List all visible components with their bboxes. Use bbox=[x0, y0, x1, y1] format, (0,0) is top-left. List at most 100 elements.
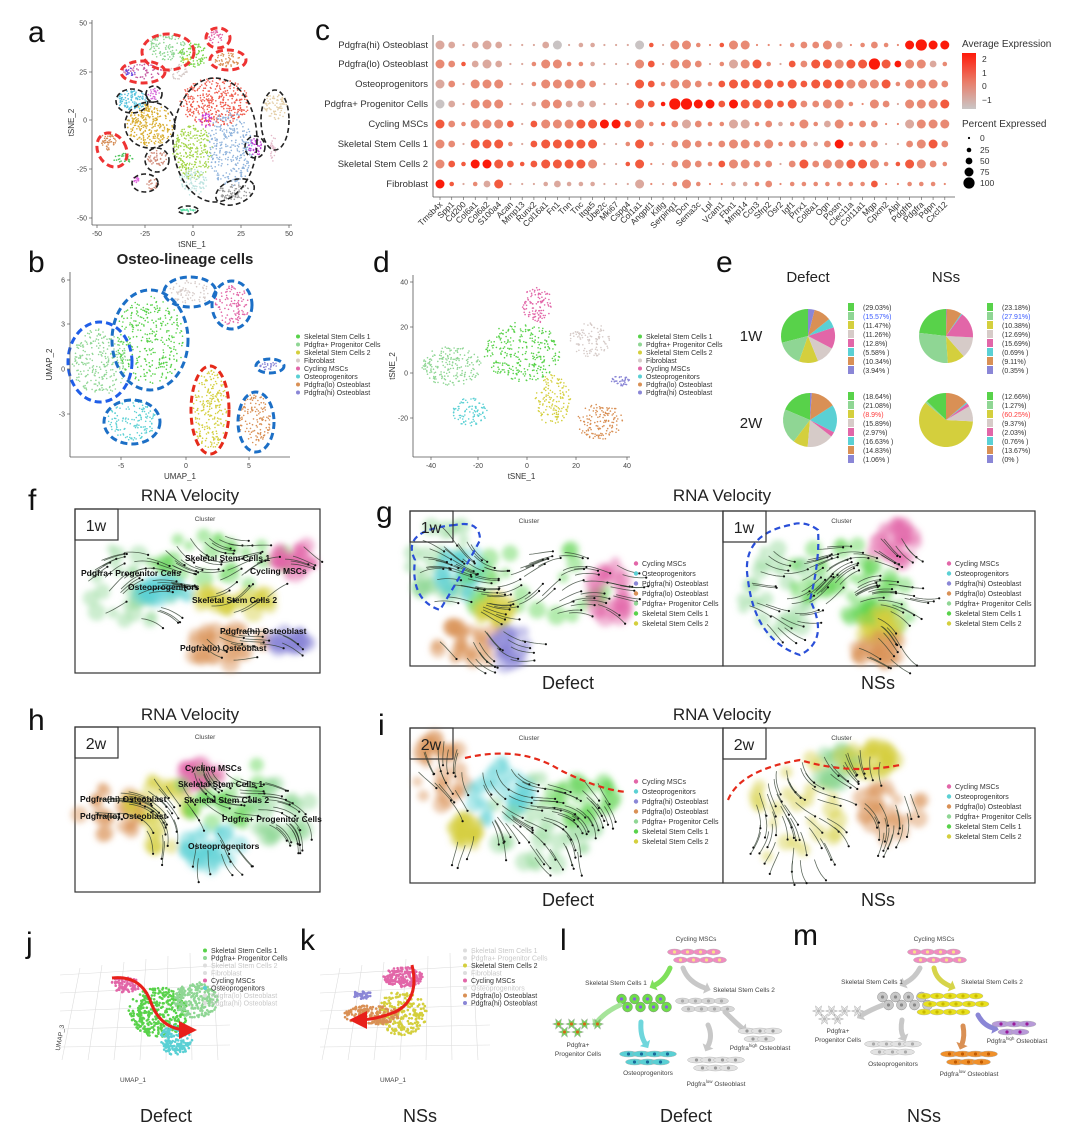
cell-point bbox=[166, 51, 169, 53]
panel-b-y-axis-label: UMAP_2 bbox=[45, 348, 54, 381]
cell-point bbox=[255, 435, 257, 437]
cell-point bbox=[578, 333, 581, 336]
cell-point bbox=[92, 368, 95, 371]
cell-point bbox=[181, 183, 183, 185]
panel-b-x-axis-label: UMAP_1 bbox=[164, 472, 197, 481]
cell-point bbox=[543, 304, 546, 306]
cell-point bbox=[496, 372, 499, 374]
cell-point bbox=[109, 389, 112, 392]
cell-point bbox=[215, 382, 218, 385]
cell-point bbox=[258, 403, 261, 406]
cell-point bbox=[217, 36, 220, 38]
cell-point bbox=[266, 97, 268, 100]
cell-point bbox=[187, 133, 189, 136]
cell-point bbox=[579, 419, 582, 422]
cell-point bbox=[509, 337, 512, 339]
cell-point bbox=[184, 71, 186, 73]
cell-point bbox=[457, 409, 459, 412]
cell-point bbox=[224, 158, 227, 160]
cell-point bbox=[467, 352, 469, 354]
cell-point bbox=[231, 95, 233, 97]
dot-Ube2c-1 bbox=[603, 62, 606, 66]
cell-point bbox=[106, 146, 108, 148]
cell-point bbox=[137, 95, 140, 98]
cell-point bbox=[154, 125, 156, 127]
cell-point bbox=[527, 298, 529, 301]
cell-point bbox=[212, 377, 215, 380]
cell-point bbox=[147, 109, 150, 111]
cell-point bbox=[218, 389, 221, 392]
cell-point bbox=[74, 360, 76, 363]
cell-point bbox=[581, 331, 584, 334]
cell-point bbox=[239, 185, 242, 188]
cell-point bbox=[187, 290, 189, 292]
cell-point bbox=[82, 385, 85, 388]
cell-point bbox=[166, 371, 169, 374]
cell-point bbox=[248, 430, 250, 433]
cell-point bbox=[542, 379, 545, 382]
cell-point bbox=[605, 419, 608, 422]
cell-point bbox=[173, 346, 175, 348]
cell-point bbox=[524, 324, 527, 326]
cell-point bbox=[96, 384, 99, 387]
cell-point bbox=[239, 317, 241, 320]
cell-point bbox=[583, 431, 586, 434]
cell-point bbox=[240, 123, 243, 125]
cell-point bbox=[235, 61, 238, 63]
cell-point bbox=[243, 313, 246, 316]
cell-point bbox=[155, 56, 158, 58]
cell-point bbox=[216, 34, 218, 36]
cell-point bbox=[157, 318, 160, 320]
cell-point bbox=[136, 423, 138, 426]
cell-point bbox=[189, 114, 191, 116]
cell-point bbox=[194, 137, 196, 140]
cell-point bbox=[243, 136, 245, 138]
cell-point bbox=[187, 94, 189, 96]
cell-point bbox=[208, 405, 211, 408]
cell-point bbox=[219, 141, 221, 144]
cell-point bbox=[263, 368, 266, 371]
cell-point bbox=[142, 306, 145, 309]
cell-point bbox=[138, 322, 141, 324]
cell-point bbox=[526, 358, 528, 361]
panel-letter-m: m bbox=[793, 919, 818, 952]
cell-point bbox=[207, 123, 210, 126]
cell-point bbox=[506, 353, 508, 355]
cell-point bbox=[601, 407, 604, 409]
cell-point bbox=[218, 161, 220, 163]
cell-point bbox=[234, 141, 237, 144]
cell-point bbox=[188, 164, 191, 166]
cell-point bbox=[620, 380, 622, 382]
cell-point bbox=[541, 376, 544, 378]
cell-point bbox=[208, 418, 210, 421]
cell-point bbox=[194, 66, 196, 68]
cell-point bbox=[155, 326, 158, 328]
cell-point bbox=[130, 130, 133, 133]
cell-point bbox=[145, 431, 148, 434]
cell-point bbox=[201, 409, 204, 412]
dot-Cd200-3 bbox=[462, 102, 465, 106]
cell-point bbox=[216, 84, 219, 87]
cell-point bbox=[208, 99, 210, 102]
cell-point bbox=[209, 86, 212, 89]
dot-Itga5-1 bbox=[590, 61, 595, 67]
cell-point bbox=[282, 101, 285, 104]
cell-point bbox=[238, 120, 241, 123]
cell-point bbox=[148, 337, 151, 340]
cell-point bbox=[197, 407, 199, 410]
cell-point bbox=[148, 187, 150, 189]
cell-point bbox=[554, 360, 556, 362]
cell-point bbox=[182, 59, 185, 61]
cell-point bbox=[238, 190, 241, 193]
cell-point bbox=[164, 317, 167, 319]
cell-point bbox=[143, 429, 146, 431]
cell-point bbox=[124, 102, 126, 104]
dot-plot-row-label: Pdgfra(hi) Osteoblast bbox=[338, 40, 428, 51]
cell-point bbox=[163, 109, 166, 112]
cell-point bbox=[250, 436, 252, 439]
cell-point bbox=[137, 329, 139, 331]
cell-point bbox=[168, 36, 170, 38]
cell-point bbox=[249, 433, 251, 436]
panel-d-y-tick-label: -20 bbox=[398, 416, 408, 423]
cell-point bbox=[156, 305, 158, 307]
